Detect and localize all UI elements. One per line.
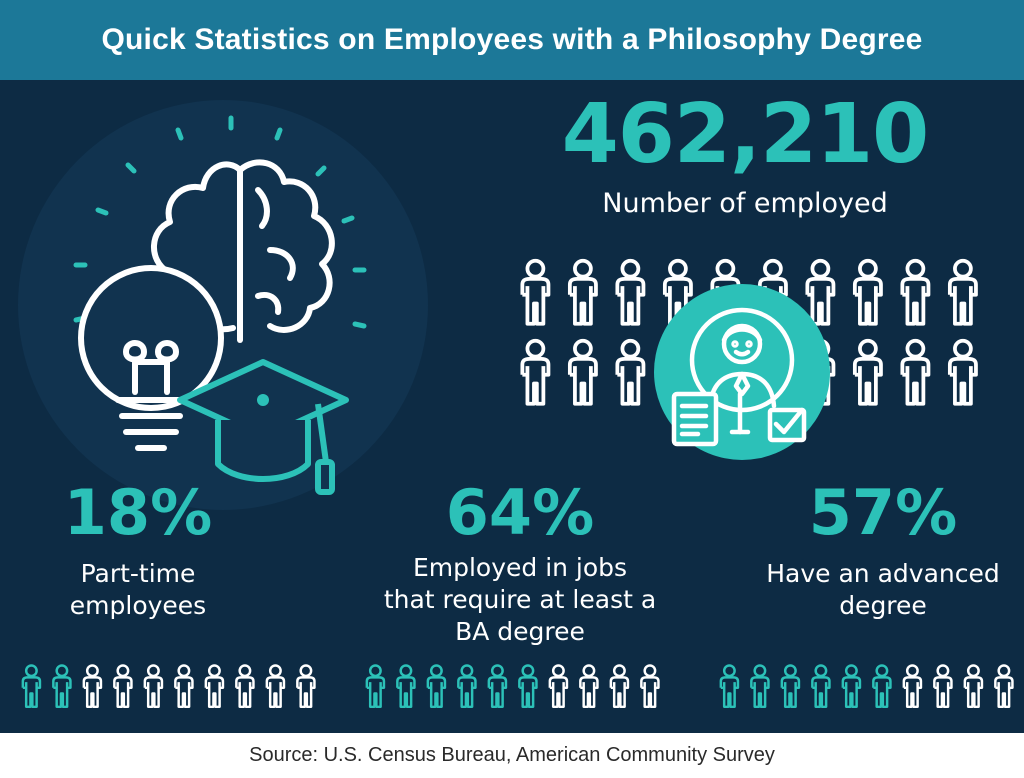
stat-description: Part-time employees: [28, 558, 248, 622]
person-outline-icon: [900, 338, 931, 406]
stat-description-line: Part-time: [80, 559, 196, 588]
person-outline-icon: [265, 664, 286, 709]
person-outline-icon: [994, 664, 1014, 709]
person-outline-icon: [579, 664, 599, 709]
employed-count-label: Number of employed: [602, 188, 888, 219]
person-outline-icon: [457, 664, 477, 709]
person-outline-icon: [750, 664, 770, 709]
person-outline-icon: [52, 664, 72, 709]
header-banner: Quick Statistics on Employees with a Phi…: [0, 0, 1024, 80]
lightbulb-brain-graduation-cap-icon: [73, 115, 367, 495]
source-footer: Source: U.S. Census Bureau, American Com…: [0, 733, 1024, 778]
ba-required-people-row: [365, 664, 660, 709]
stat-value: 57%: [808, 476, 958, 549]
person-outline-icon: [640, 664, 660, 709]
stat-description-line: Employed in jobs: [412, 553, 628, 582]
person-outline-icon: [609, 664, 630, 709]
employed-count: 462,210: [561, 87, 929, 182]
person-outline-icon: [143, 664, 164, 709]
stat-description-line: degree: [839, 591, 927, 620]
stat-description: Employed in jobs that require at least a…: [350, 552, 690, 648]
stat-ba-required: 64% Employed in jobs that require at lea…: [350, 482, 690, 648]
person-outline-icon: [780, 664, 801, 709]
person-outline-icon: [900, 258, 931, 326]
person-outline-icon: [518, 664, 538, 709]
person-outline-icon: [963, 664, 984, 709]
infographic-panel: 462,210 Number of employed 18% Part-time…: [0, 80, 1024, 733]
stat-value: 18%: [63, 476, 213, 549]
person-outline-icon: [21, 664, 42, 709]
person-outline-icon: [947, 258, 978, 326]
person-outline-icon: [82, 664, 103, 709]
stat-part-time: 18% Part-time employees: [28, 482, 248, 622]
person-outline-icon: [567, 258, 598, 326]
person-outline-icon: [113, 664, 133, 709]
stat-description-line: employees: [69, 591, 207, 620]
stat-description: Have an advanced degree: [738, 558, 1024, 622]
page-title: Quick Statistics on Employees with a Phi…: [101, 23, 923, 56]
person-outline-icon: [852, 338, 883, 406]
person-outline-icon: [567, 338, 598, 406]
person-outline-icon: [615, 338, 646, 406]
person-outline-icon: [841, 664, 862, 709]
person-outline-icon: [235, 664, 255, 709]
person-outline-icon: [902, 664, 923, 709]
stat-value: 64%: [445, 476, 595, 549]
person-outline-icon: [365, 664, 386, 709]
person-outline-icon: [520, 338, 551, 406]
advanced-degree-people-row: [719, 664, 1014, 709]
stat-description-line: that require at least a: [383, 585, 657, 614]
stat-description-line: BA degree: [455, 617, 585, 646]
person-outline-icon: [487, 664, 508, 709]
employee-resume-badge-icon: [654, 284, 830, 460]
person-outline-icon: [933, 664, 953, 709]
person-outline-icon: [548, 664, 569, 709]
person-outline-icon: [872, 664, 892, 709]
person-outline-icon: [204, 664, 225, 709]
person-outline-icon: [520, 258, 551, 326]
part-time-people-row: [21, 664, 316, 709]
stat-description-line: Have an advanced: [766, 559, 1000, 588]
stat-advanced-degree: 57% Have an advanced degree: [738, 482, 1024, 622]
person-outline-icon: [719, 664, 740, 709]
person-outline-icon: [852, 258, 883, 326]
person-outline-icon: [947, 338, 978, 406]
source-text: Source: U.S. Census Bureau, American Com…: [249, 744, 775, 766]
person-outline-icon: [174, 664, 194, 709]
person-outline-icon: [296, 664, 316, 709]
person-outline-icon: [396, 664, 416, 709]
person-outline-icon: [615, 258, 646, 326]
person-outline-icon: [426, 664, 447, 709]
person-outline-icon: [811, 664, 831, 709]
